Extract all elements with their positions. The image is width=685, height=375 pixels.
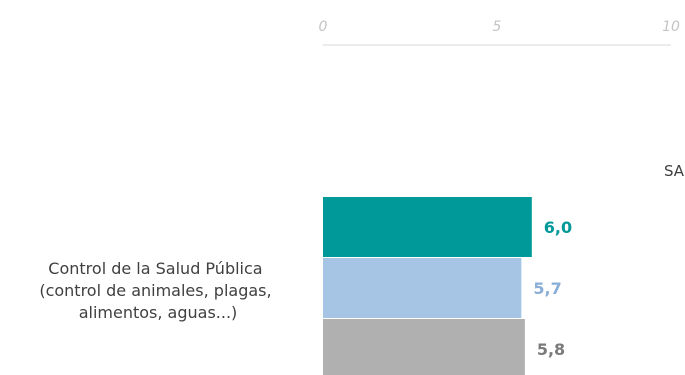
bar-value-label: 5,8: [537, 340, 565, 359]
category-label-line-3: alimentos, aguas...): [79, 303, 238, 322]
cropped-side-text: SA: [664, 162, 685, 180]
bar: [323, 197, 532, 257]
category-label-line-2: (control de animales, plagas,: [39, 281, 271, 300]
category-label: Control de la Salud Pública (control de …: [39, 259, 276, 322]
category-label-line-1: Control de la Salud Pública: [48, 259, 262, 278]
bar: [323, 319, 525, 375]
bar-value-label: 6,0: [544, 218, 572, 237]
x-tick-label: 5: [493, 19, 502, 35]
bar-value-label: 5,7: [533, 279, 561, 298]
x-tick-label: 10: [662, 19, 680, 35]
bar: [323, 258, 522, 318]
x-tick-label: 0: [319, 19, 328, 35]
